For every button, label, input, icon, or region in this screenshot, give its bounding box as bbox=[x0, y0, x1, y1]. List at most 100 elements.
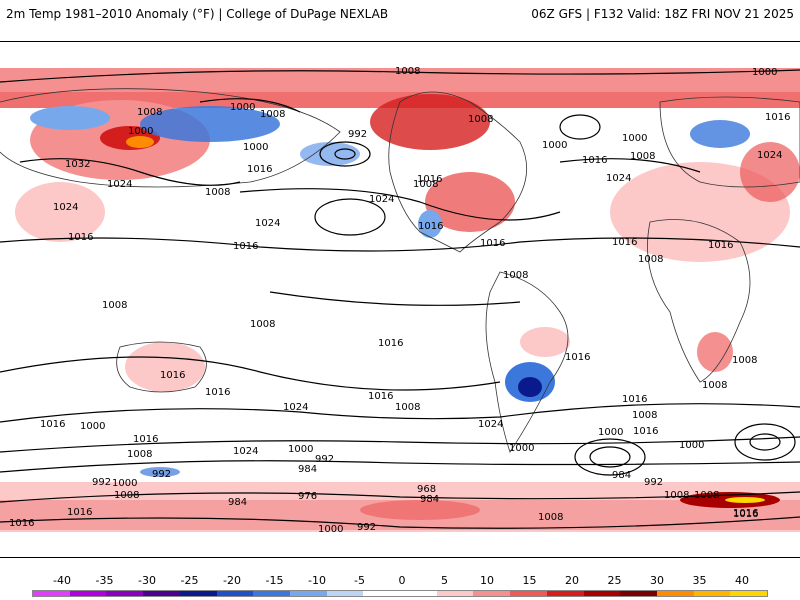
isobar-label: 1016 bbox=[247, 164, 272, 175]
isobar-label: 1024 bbox=[478, 419, 503, 430]
legend-swatch bbox=[730, 591, 768, 596]
legend-tick-label: 15 bbox=[522, 574, 537, 587]
legend-swatch bbox=[253, 591, 290, 596]
legend-color-bar bbox=[32, 590, 768, 597]
isobar-label: 1008 bbox=[413, 179, 438, 190]
isobar-label: 1000 bbox=[679, 440, 704, 451]
model-run-info: 06Z GFS | F132 Valid: 18Z FRI NOV 21 202… bbox=[531, 7, 794, 21]
legend-tick-label: -40 bbox=[53, 574, 71, 587]
isobar-label: 992 bbox=[315, 454, 334, 465]
isobar-label: 1000 bbox=[598, 427, 623, 438]
isobar-label: 1024 bbox=[53, 202, 78, 213]
legend-swatch bbox=[436, 591, 474, 596]
isobar-label: 1000 bbox=[509, 443, 534, 454]
isobar-label: 1000 bbox=[243, 142, 268, 153]
color-legend: -40 -35 -30 -25 -20 -15 -10 -5 0 5 10 15 20 25 30 35 40 bbox=[0, 574, 800, 600]
legend-swatch bbox=[289, 591, 327, 596]
legend-tick-label: 20 bbox=[565, 574, 579, 587]
legend-swatch bbox=[216, 591, 254, 596]
isobar-label: 1024 bbox=[233, 446, 258, 457]
isobar-label: 1016 bbox=[40, 419, 65, 430]
isobar-label: 1016 bbox=[633, 426, 658, 437]
isobar-label: 1024 bbox=[283, 402, 308, 413]
isobar-label: 968 bbox=[417, 484, 436, 495]
isobar-label: 1008 bbox=[127, 449, 152, 460]
antarctic-peak-warm bbox=[725, 497, 765, 503]
isobar-label: 1016 bbox=[480, 238, 505, 249]
isobar-label: 1008 bbox=[137, 107, 162, 118]
title-bar: 2m Temp 1981–2010 Anomaly (°F) | College… bbox=[0, 0, 800, 28]
isobar-label: 984 bbox=[612, 470, 631, 481]
canada-warm-anomaly bbox=[370, 94, 490, 150]
isobar-label: 1016 bbox=[68, 232, 93, 243]
isobar-label: 1016 bbox=[733, 509, 758, 520]
isobar-label: 1008 bbox=[702, 380, 727, 391]
southern-ocean-warm-anomaly bbox=[360, 500, 480, 520]
isobar-label: 1016 bbox=[565, 352, 590, 363]
legend-swatch bbox=[400, 591, 437, 596]
legend-swatch bbox=[33, 591, 70, 596]
legend-swatch bbox=[583, 591, 621, 596]
isobar-label: 984 bbox=[420, 494, 439, 505]
map-canvas: 1008 1000 1008 1008 1000 1000 992 1008 1… bbox=[0, 66, 800, 535]
legend-swatch bbox=[510, 591, 547, 596]
legend-tick-label: -20 bbox=[223, 574, 241, 587]
europe-cold-anomaly bbox=[690, 120, 750, 148]
isobar-label: 992 bbox=[152, 469, 171, 480]
isobar-label: 1016 bbox=[133, 434, 158, 445]
legend-swatch bbox=[143, 591, 180, 596]
isobar-label: 1016 bbox=[765, 112, 790, 123]
isobar-label: 1000 bbox=[318, 524, 343, 535]
legend-tick-label: -5 bbox=[354, 574, 365, 587]
isobar-label: 1008 bbox=[638, 254, 663, 265]
brazil-warm-anomaly bbox=[520, 327, 570, 357]
isobar-label: 1008 bbox=[260, 109, 285, 120]
isobar-label: 1016 bbox=[622, 394, 647, 405]
legend-tick-label: 10 bbox=[480, 574, 494, 587]
isobar-label: 1024 bbox=[369, 194, 394, 205]
isobar-label: 984 bbox=[298, 464, 317, 475]
isobar-label: 992 bbox=[357, 522, 376, 533]
australia-warm-anomaly bbox=[125, 342, 205, 392]
south-africa-warm-anomaly bbox=[697, 332, 733, 372]
legend-tick-label: 40 bbox=[735, 574, 749, 587]
russia-cold-anomaly bbox=[30, 106, 110, 130]
isobar-label: 1016 bbox=[612, 237, 637, 248]
isobar-label: 1008 bbox=[664, 490, 689, 501]
legend-tick-label: -35 bbox=[95, 574, 114, 587]
legend-swatch bbox=[473, 591, 511, 596]
isobar-label: 1016 bbox=[418, 221, 443, 232]
isobar-label: 1000 bbox=[288, 444, 313, 455]
isobar-label: 1008 bbox=[503, 270, 528, 281]
isobar-label: 1016 bbox=[708, 240, 733, 251]
legend-tick-label: 0 bbox=[398, 574, 406, 587]
isobar-label: 1016 bbox=[368, 391, 393, 402]
isobar-label: 1016 bbox=[417, 174, 442, 185]
legend-swatch bbox=[326, 591, 364, 596]
isobar-label: 1024 bbox=[107, 179, 132, 190]
isobar-label: 1000 bbox=[752, 67, 777, 78]
isobar-label: 992 bbox=[644, 477, 663, 488]
isobar-label: 1008 bbox=[205, 187, 230, 198]
isobar-label: 1016 bbox=[582, 155, 607, 166]
legend-swatch bbox=[179, 591, 217, 596]
isobar-label: 1008 bbox=[630, 151, 655, 162]
isobar-label: 984 bbox=[228, 497, 247, 508]
legend-swatch bbox=[620, 591, 657, 596]
isobar-label: 1016 bbox=[205, 387, 230, 398]
us-west-cold-anomaly bbox=[418, 210, 442, 238]
isobar-label: 1024 bbox=[255, 218, 280, 229]
isobar-label: 1000 bbox=[80, 421, 105, 432]
isobar-label: 1008 bbox=[468, 114, 493, 125]
coastlines bbox=[0, 88, 800, 453]
isobar-label: 1008 bbox=[250, 319, 275, 330]
isobar-label: 1016 bbox=[733, 508, 758, 519]
southern-ocean-cold-anomaly bbox=[140, 467, 180, 477]
legend-tick-label: 35 bbox=[692, 574, 707, 587]
legend-tick-label: -25 bbox=[180, 574, 199, 587]
legend-tick-label: 30 bbox=[650, 574, 664, 587]
legend-tick-label: -10 bbox=[308, 574, 326, 587]
isobar-label: 992 bbox=[92, 477, 111, 488]
isobar-label: 1016 bbox=[378, 338, 403, 349]
isobar-label: 1008 bbox=[538, 512, 563, 523]
